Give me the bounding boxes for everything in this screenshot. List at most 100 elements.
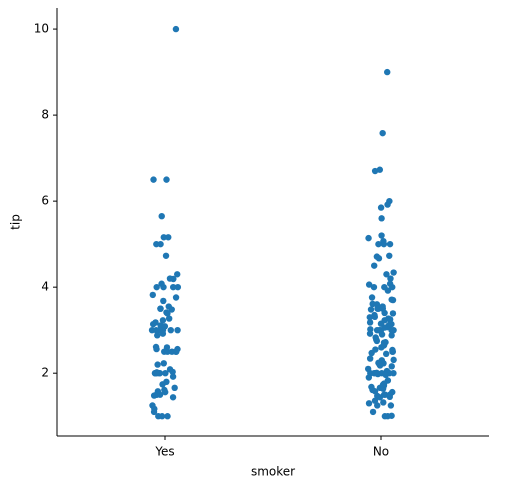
strip-point bbox=[375, 240, 382, 248]
strip-point bbox=[153, 283, 160, 291]
strip-point bbox=[378, 331, 386, 338]
strip-point bbox=[384, 201, 391, 208]
strip-point bbox=[163, 176, 170, 183]
strip-point bbox=[160, 297, 167, 305]
strip-point bbox=[150, 408, 158, 416]
strip-point bbox=[371, 167, 379, 175]
strip-point bbox=[171, 384, 178, 392]
strip-point bbox=[154, 332, 161, 339]
strip-point bbox=[174, 283, 182, 291]
strip-point bbox=[378, 232, 385, 239]
strip-point bbox=[173, 348, 180, 355]
strip-point bbox=[366, 319, 374, 326]
strip-point bbox=[150, 392, 158, 399]
strip-point bbox=[159, 381, 166, 388]
strip-point bbox=[160, 234, 167, 241]
strip-point bbox=[378, 215, 385, 222]
strip-point bbox=[384, 287, 392, 294]
strip-point bbox=[389, 346, 396, 354]
strip-point bbox=[390, 369, 397, 377]
y-tick-label: 4 bbox=[41, 280, 49, 294]
strip-point bbox=[165, 315, 173, 322]
strip-point bbox=[369, 408, 377, 416]
strip-point bbox=[174, 326, 181, 334]
strip-point bbox=[370, 283, 378, 291]
strip-point bbox=[160, 360, 167, 367]
strip-point bbox=[167, 326, 174, 334]
strip-point bbox=[168, 306, 175, 313]
strip-point bbox=[373, 336, 380, 343]
y-tick-label: 8 bbox=[41, 108, 49, 122]
strip-point bbox=[388, 326, 395, 334]
strip-point bbox=[365, 281, 373, 288]
strip-point bbox=[165, 234, 172, 241]
strip-point bbox=[366, 314, 373, 321]
strip-point bbox=[365, 400, 373, 407]
strip-point bbox=[150, 176, 157, 183]
strip-point bbox=[388, 332, 395, 339]
y-tick-label: 10 bbox=[34, 22, 49, 36]
strip-point bbox=[371, 313, 379, 321]
strip-point bbox=[381, 309, 388, 317]
strip-point bbox=[389, 310, 397, 317]
strip-point bbox=[376, 394, 384, 401]
strip-point bbox=[384, 68, 391, 76]
strip-point bbox=[164, 413, 171, 420]
strip-point bbox=[169, 373, 177, 380]
strip-point bbox=[169, 368, 176, 376]
strip-point bbox=[161, 388, 169, 396]
strip-point bbox=[169, 394, 177, 401]
strip-point bbox=[162, 252, 170, 259]
strip-point bbox=[382, 350, 390, 358]
strip-point bbox=[366, 355, 374, 362]
x-tick-label: Yes bbox=[154, 445, 174, 459]
strip-point bbox=[388, 363, 395, 370]
strip-point bbox=[389, 296, 397, 304]
strip-point bbox=[390, 269, 397, 276]
strip-point bbox=[366, 330, 374, 337]
strip-point bbox=[164, 348, 171, 355]
strip-point bbox=[158, 413, 166, 420]
strip-point bbox=[379, 129, 386, 137]
strip-point bbox=[154, 361, 161, 368]
strip-point bbox=[386, 252, 393, 259]
strip-point bbox=[382, 371, 389, 379]
strip-point bbox=[159, 330, 167, 337]
strip-point bbox=[387, 402, 395, 409]
strip-point bbox=[386, 393, 393, 401]
strip-point bbox=[374, 370, 382, 378]
strip-point bbox=[371, 262, 378, 269]
strip-point bbox=[389, 283, 396, 291]
strip-point bbox=[386, 240, 394, 248]
x-tick-label: No bbox=[373, 445, 389, 459]
strip-point bbox=[365, 374, 373, 381]
strip-point bbox=[384, 413, 391, 420]
strip-point bbox=[367, 306, 375, 313]
strip-point bbox=[152, 343, 160, 351]
strip-point bbox=[162, 369, 169, 377]
strip-point bbox=[157, 305, 164, 312]
strip-point bbox=[149, 291, 156, 299]
strip-point bbox=[368, 349, 375, 357]
strip-point bbox=[166, 275, 174, 282]
strip-point bbox=[379, 381, 387, 389]
y-tick-label: 2 bbox=[41, 366, 49, 380]
strip-point bbox=[174, 271, 181, 278]
strip-point bbox=[387, 275, 394, 282]
strip-point bbox=[380, 399, 387, 406]
strip-point bbox=[375, 255, 383, 262]
strip-point bbox=[149, 320, 157, 328]
strip-point bbox=[376, 362, 384, 369]
strip-point bbox=[390, 356, 397, 364]
strip-point bbox=[153, 369, 161, 376]
strip-point bbox=[158, 280, 165, 287]
strip-point bbox=[381, 324, 388, 331]
strip-point bbox=[169, 283, 177, 291]
strip-point bbox=[380, 240, 388, 248]
strip-point bbox=[172, 25, 180, 33]
x-axis-label: smoker bbox=[251, 465, 295, 479]
strip-point bbox=[159, 317, 167, 324]
strip-point bbox=[172, 294, 180, 301]
strip-point bbox=[388, 320, 395, 328]
strip-point bbox=[377, 204, 385, 211]
